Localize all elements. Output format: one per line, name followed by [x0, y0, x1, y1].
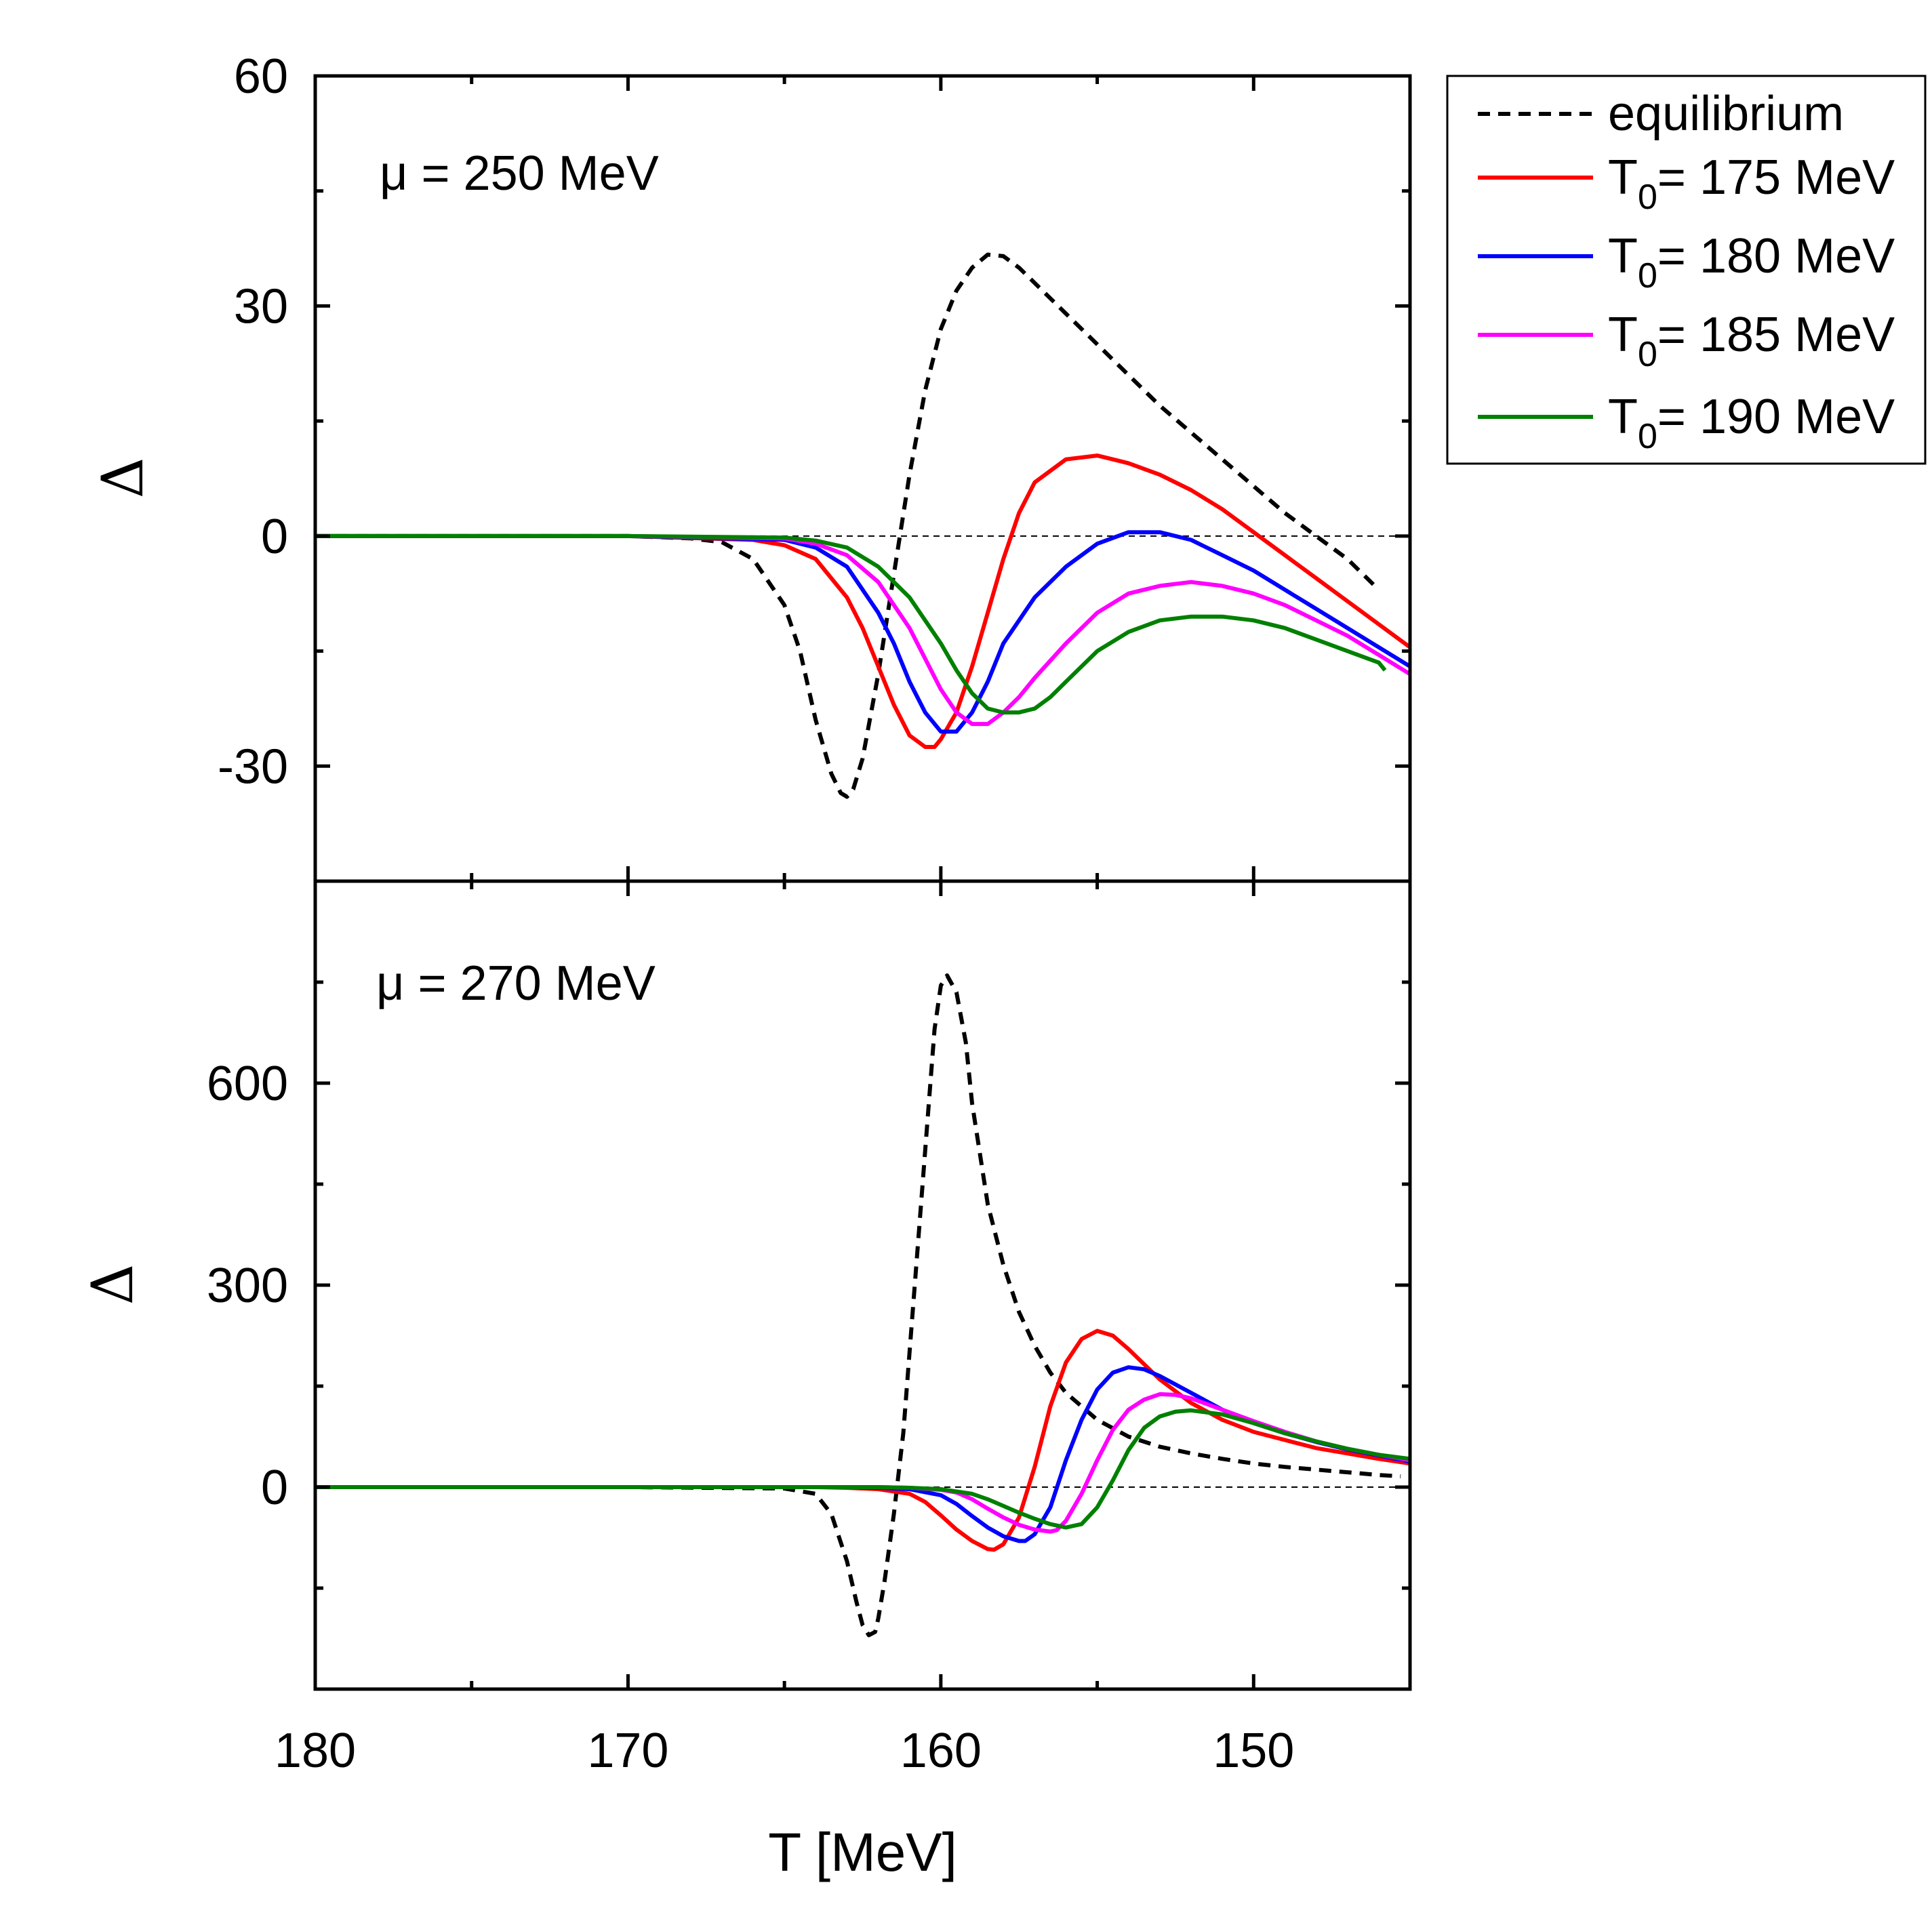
x-tick-label: 160: [900, 1724, 982, 1778]
series-line-equilibrium: [315, 252, 1381, 799]
series-line-T0-0185: [315, 533, 1411, 727]
series-line-T0-0190: [315, 1408, 1411, 1530]
y-tick-label: 0: [261, 1461, 288, 1515]
series-line-T0-0180: [315, 1365, 1411, 1543]
panel-annotation: μ = 270 MeV: [376, 956, 656, 1011]
series-line-T0-0180: [315, 530, 1411, 734]
legend-label: T0= 180 MeV: [1608, 229, 1895, 296]
panel-annotation: μ = 250 MeV: [380, 146, 659, 201]
legend-box: [1446, 75, 1927, 465]
series-line-equilibrium: [315, 973, 1401, 1638]
y-tick-label: 0: [261, 510, 288, 564]
legend-label: T0= 185 MeV: [1608, 308, 1895, 374]
x-tick-label: 180: [275, 1724, 356, 1778]
y-tick-label: 300: [207, 1259, 288, 1313]
legend-label: equilibrium: [1608, 87, 1844, 141]
y-tick-label: -30: [218, 739, 288, 794]
legend-label: T0= 190 MeV: [1608, 390, 1895, 456]
series-line-T0-0175: [315, 1329, 1411, 1552]
legend-label: T0= 175 MeV: [1608, 150, 1895, 217]
top-panel: -30 0 30 60 μ = 250 MeV Δ: [89, 49, 1412, 883]
y-axis-label: Δ: [79, 1264, 146, 1305]
legend: equilibrium T0= 175 MeV T0= 180 MeV T0= 185…: [1446, 75, 1927, 465]
x-tick-label: 170: [587, 1724, 668, 1778]
series-line-T0-0175: [315, 453, 1411, 749]
y-axis-label: Δ: [89, 458, 156, 499]
bottom-panel: 0 300 600 180 170 160 150 μ = 270 MeV Δ T [MeV]: [79, 879, 1412, 1882]
y-tick-label: 30: [234, 279, 288, 333]
series-line-T0-0190: [315, 533, 1387, 715]
y-tick-label: 60: [234, 49, 288, 104]
x-tick-label: 150: [1213, 1724, 1294, 1778]
x-axis-label: T [MeV]: [768, 1822, 957, 1882]
y-tick-label: 600: [207, 1057, 288, 1111]
